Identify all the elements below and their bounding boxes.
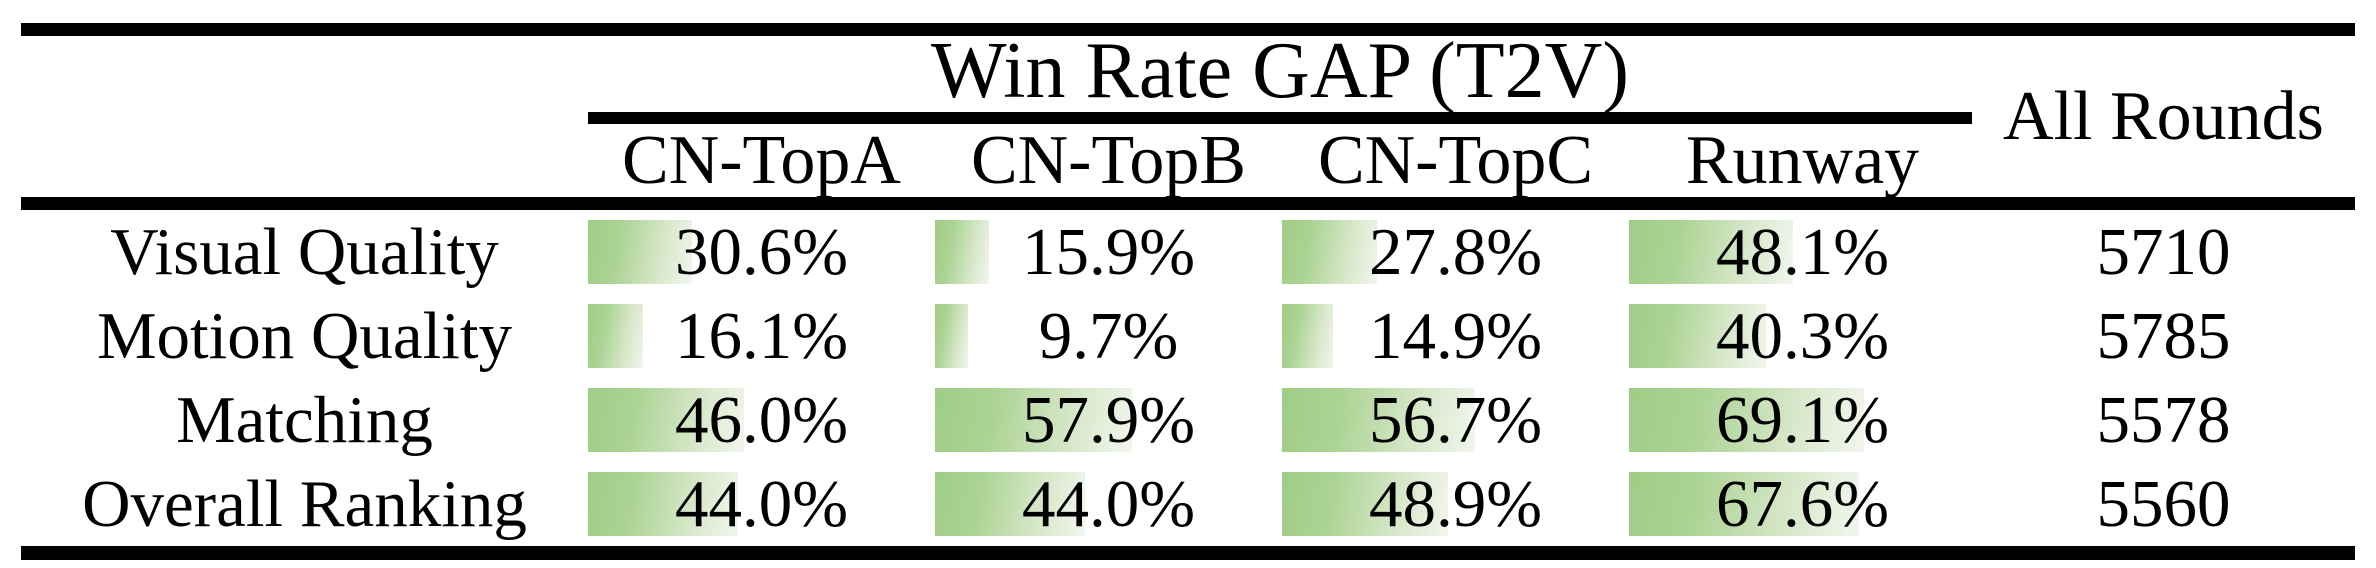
cell-overall-ranking-runway: 67.6% — [1629, 462, 1976, 546]
cell-value: 67.6% — [1715, 466, 1890, 541]
cell-motion-quality-cn-topa: 16.1% — [588, 294, 935, 378]
cell-matching-cn-topa: 46.0% — [588, 378, 935, 462]
data-bar — [1282, 220, 1377, 284]
cell-value: 44.0% — [674, 466, 849, 541]
cell-overall-ranking-cn-topc: 48.9% — [1282, 462, 1629, 546]
table-span-header: Win Rate GAP (T2V) — [930, 26, 1630, 115]
cell-matching-cn-topc: 56.7% — [1282, 378, 1629, 462]
cell-value: 48.9% — [1368, 466, 1543, 541]
data-bar — [1282, 388, 1475, 452]
column-header-all-rounds: All Rounds — [2003, 77, 2324, 155]
cell-value: 15.9% — [1021, 214, 1196, 289]
cell-matching-runway: 69.1% — [1629, 378, 1976, 462]
cell-visual-quality-runway: 48.1% — [1629, 210, 1976, 294]
data-bar — [935, 388, 1132, 452]
data-bar — [588, 388, 744, 452]
cell-value: 9.7% — [1038, 298, 1179, 373]
data-bar — [588, 472, 738, 536]
cell-value: 27.8% — [1368, 214, 1543, 289]
column-header-cn-topb: CN-TopB — [970, 121, 1247, 199]
cell-value: 14.9% — [1368, 298, 1543, 373]
cell-overall-ranking-cn-topa: 44.0% — [588, 462, 935, 546]
cell-overall-ranking-cn-topb: 44.0% — [935, 462, 1282, 546]
header-separator-rule — [21, 197, 2355, 210]
column-header-cn-topa: CN-TopA — [622, 121, 901, 199]
column-header-runway: Runway — [1685, 121, 1920, 199]
cell-matching-cn-topb: 57.9% — [935, 378, 1282, 462]
data-bar — [588, 304, 643, 368]
cell-value: 57.9% — [1021, 382, 1196, 457]
data-bar — [1629, 388, 1864, 452]
table-bottom-rule — [21, 546, 2355, 560]
data-bar — [1629, 304, 1766, 368]
cell-visual-quality-cn-topc: 27.8% — [1282, 210, 1629, 294]
data-bar — [935, 472, 1085, 536]
cell-visual-quality-cn-topb: 15.9% — [935, 210, 1282, 294]
cell-visual-quality-all-rounds: 5710 — [2096, 214, 2231, 289]
column-header-cn-topc: CN-TopC — [1317, 121, 1594, 199]
data-bar — [1282, 304, 1333, 368]
data-bar — [1629, 472, 1859, 536]
cell-overall-ranking-all-rounds: 5560 — [2096, 466, 2231, 541]
cell-visual-quality-cn-topa: 30.6% — [588, 210, 935, 294]
row-label-motion-quality: Motion Quality — [96, 298, 513, 373]
cell-value: 44.0% — [1021, 466, 1196, 541]
cell-motion-quality-cn-topb: 9.7% — [935, 294, 1282, 378]
cell-value: 48.1% — [1715, 214, 1890, 289]
row-label-visual-quality: Visual Quality — [110, 214, 499, 289]
row-label-overall-ranking: Overall Ranking — [82, 466, 527, 541]
data-bar — [588, 220, 692, 284]
cell-motion-quality-all-rounds: 5785 — [2096, 298, 2231, 373]
cell-motion-quality-cn-topc: 14.9% — [1282, 294, 1629, 378]
cell-value: 30.6% — [674, 214, 849, 289]
cell-value: 56.7% — [1368, 382, 1543, 457]
row-label-matching: Matching — [176, 382, 433, 457]
table-top-rule — [21, 23, 2355, 36]
data-bar — [935, 304, 968, 368]
data-bar — [935, 220, 989, 284]
data-bar — [1282, 472, 1448, 536]
cell-value: 69.1% — [1715, 382, 1890, 457]
cell-value: 46.0% — [674, 382, 849, 457]
span-header-underline-rule — [588, 112, 1972, 124]
cell-value: 40.3% — [1715, 298, 1890, 373]
data-bar — [1629, 220, 1793, 284]
cell-motion-quality-runway: 40.3% — [1629, 294, 1976, 378]
cell-value: 16.1% — [674, 298, 849, 373]
cell-matching-all-rounds: 5578 — [2096, 382, 2231, 457]
